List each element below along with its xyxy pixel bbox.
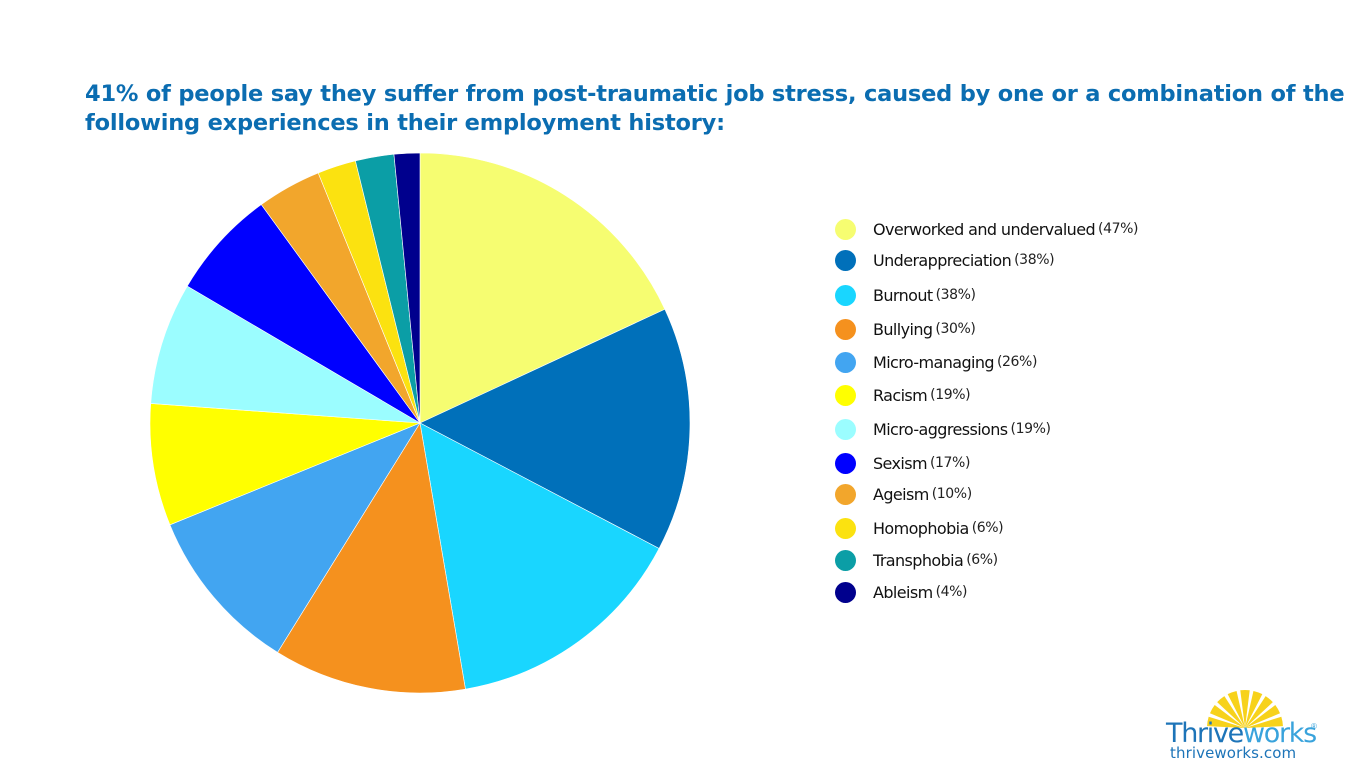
legend-item-overworked-and-undervalued: Overworked and undervalued (47%) bbox=[835, 217, 1138, 241]
legend-percent: (38%) bbox=[1014, 252, 1055, 268]
legend-percent: (38%) bbox=[935, 287, 976, 303]
legend-label: Racism bbox=[873, 385, 928, 405]
legend-label: Overworked and undervalued bbox=[873, 219, 1096, 239]
pie-slice-bullying bbox=[277, 422, 466, 694]
legend-swatch-icon bbox=[835, 452, 856, 474]
pie-slice-burnout bbox=[419, 422, 660, 690]
legend-item-underappreciation: Underappreciation (38%) bbox=[835, 248, 1055, 272]
pie-slice-sexism bbox=[186, 204, 421, 424]
logo-brand-thrive: Thrive bbox=[1166, 718, 1244, 749]
legend-swatch-icon bbox=[835, 384, 856, 406]
legend-percent: (17%) bbox=[929, 455, 971, 471]
legend-label: Micro-aggressions bbox=[873, 419, 1008, 439]
legend-swatch-icon bbox=[835, 483, 856, 505]
legend-swatch-icon bbox=[835, 351, 856, 373]
legend-percent: (19%) bbox=[930, 387, 971, 403]
legend-swatch-icon bbox=[835, 581, 856, 603]
pie-slice-micro-managing bbox=[169, 422, 421, 653]
legend-item-racism: Racism (19%) bbox=[835, 383, 971, 407]
logo-url: thriveworks.com bbox=[1170, 744, 1297, 762]
chart-title: 41% of people say they suffer from post-… bbox=[85, 80, 1345, 138]
pie-slice-overworked-and-undervalued bbox=[419, 152, 666, 424]
legend-item-homophobia: Homophobia (6%) bbox=[835, 516, 1004, 540]
legend-item-ableism: Ableism (4%) bbox=[835, 580, 968, 604]
legend-swatch-icon bbox=[835, 218, 856, 240]
thriveworks-logo: Thriveworks ® thriveworks.com bbox=[1160, 688, 1330, 768]
pie-slice-ableism bbox=[393, 152, 421, 424]
pie-slice-micro-aggressions bbox=[150, 285, 421, 424]
legend-item-burnout: Burnout (38%) bbox=[835, 283, 976, 307]
legend-item-bullying: Bullying (30%) bbox=[835, 317, 976, 341]
legend-item-micro-managing: Micro-managing (26%) bbox=[835, 350, 1037, 374]
legend-label: Underappreciation bbox=[873, 250, 1012, 270]
pie-slice-underappreciation bbox=[419, 308, 691, 549]
legend-label: Bullying bbox=[873, 319, 933, 339]
legend-percent: (30%) bbox=[935, 321, 976, 337]
legend-swatch-icon bbox=[835, 549, 856, 571]
legend-percent: (10%) bbox=[931, 486, 972, 502]
legend-percent: (47%) bbox=[1098, 221, 1139, 237]
legend-label: Sexism bbox=[873, 453, 928, 473]
legend-label: Transphobia bbox=[873, 550, 964, 570]
chart-title-line-1: 41% of people say they suffer from post-… bbox=[85, 81, 1345, 107]
legend-percent: (6%) bbox=[966, 552, 998, 568]
legend-label: Micro-managing bbox=[873, 352, 995, 372]
chart-title-line-2: following experiences in their employmen… bbox=[85, 110, 725, 136]
registered-mark: ® bbox=[1311, 722, 1317, 731]
legend-percent: (4%) bbox=[935, 584, 968, 600]
legend-label: Burnout bbox=[873, 285, 933, 305]
legend-swatch-icon bbox=[835, 418, 856, 440]
legend-swatch-icon bbox=[835, 517, 856, 539]
logo-brand-works: works bbox=[1243, 718, 1317, 749]
pie-slice-racism bbox=[149, 403, 421, 526]
legend-item-micro-aggressions: Micro-aggressions (19%) bbox=[835, 417, 1051, 441]
legend-percent: (6%) bbox=[971, 520, 1004, 536]
logo-brand: Thriveworks bbox=[1166, 718, 1317, 749]
legend-swatch-icon bbox=[835, 284, 856, 306]
legend-item-transphobia: Transphobia (6%) bbox=[835, 548, 998, 572]
legend-swatch-icon bbox=[835, 318, 856, 340]
legend-swatch-icon bbox=[835, 249, 856, 271]
legend-percent: (26%) bbox=[996, 354, 1038, 370]
legend-label: Ageism bbox=[873, 484, 929, 504]
legend-item-ageism: Ageism (10%) bbox=[835, 482, 972, 506]
legend-label: Ableism bbox=[873, 582, 933, 602]
legend-item-sexism: Sexism (17%) bbox=[835, 451, 970, 475]
sunburst-icon bbox=[1207, 690, 1283, 728]
legend-percent: (19%) bbox=[1010, 421, 1051, 437]
legend-label: Homophobia bbox=[873, 518, 969, 538]
